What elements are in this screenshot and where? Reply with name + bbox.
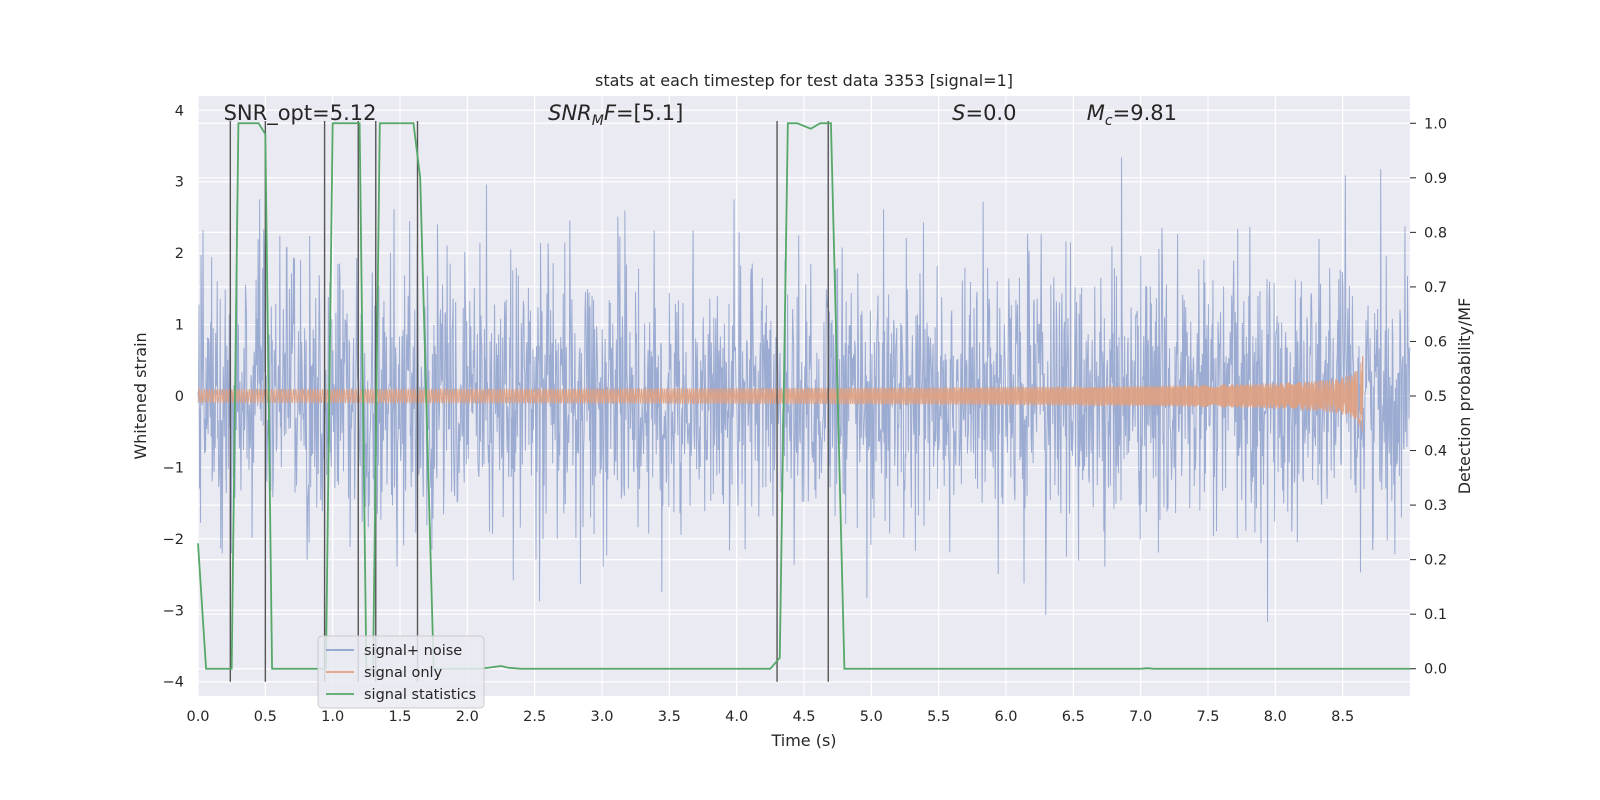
y2-tick-label: 0.4: [1424, 444, 1447, 460]
y-tick-label: −2: [163, 532, 184, 548]
y2-tick-label: 0.0: [1424, 662, 1447, 678]
x-tick-label: 8.0: [1264, 709, 1287, 725]
x-tick-label: 2.5: [523, 709, 546, 725]
x-tick-label: 5.5: [927, 709, 950, 725]
legend-label-signal-plus-noise: signal+ noise: [364, 643, 462, 659]
y-tick-label: 4: [175, 103, 184, 119]
y2-tick-label: 0.6: [1424, 334, 1447, 350]
y2-tick-label: 0.3: [1424, 498, 1447, 514]
x-tick-label: 5.0: [860, 709, 883, 725]
snr-mf-sub: M: [592, 113, 604, 129]
y2-tick-label: 1.0: [1424, 116, 1447, 132]
x-tick-label: 0.5: [254, 709, 277, 725]
y-tick-label: −1: [163, 460, 184, 476]
x-tick-label: 3.5: [658, 709, 681, 725]
annotation-snr-opt: SNR_opt=5.12: [224, 101, 377, 126]
y2-axis-ticks: 0.0 0.1 0.2 0.3 0.4 0.5 0.6 0.7 0.8 0.9 1.0: [1410, 116, 1447, 678]
legend-box: [317, 635, 485, 709]
y2-tick-label: 0.9: [1424, 171, 1447, 187]
y-tick-label: −3: [163, 603, 184, 619]
s-value: =0.0: [965, 101, 1016, 125]
legend: signal+ noise signal only signal statist…: [317, 635, 485, 709]
mc-symbol: M: [1087, 101, 1105, 125]
y-axis-ticks: −4 −3 −2 −1 0 1 2 3 4: [163, 103, 184, 690]
annotation-snr-mf: SNRMF=[5.1]: [548, 101, 683, 129]
x-tick-label: 0.0: [186, 709, 209, 725]
x-tick-label: 1.0: [321, 709, 344, 725]
plot-series: [197, 121, 1411, 682]
annotation-s: S=0.0: [952, 101, 1016, 125]
x-tick-label: 7.5: [1196, 709, 1219, 725]
annotation-mc: Mc=9.81: [1087, 101, 1177, 129]
snr-mf-suffix-f: F: [604, 101, 617, 125]
snr-mf-prefix: SNR: [548, 101, 592, 125]
x-tick-label: 8.5: [1331, 709, 1354, 725]
x-axis-ticks: 0.0 0.5 1.0 1.5 2.0 2.5 3.0 3.5 4.0 4.5 5.0 5.5 6.0 6…: [186, 709, 1354, 725]
x-tick-label: 3.0: [590, 709, 613, 725]
x-tick-label: 7.0: [1129, 709, 1152, 725]
mc-sub: c: [1105, 113, 1113, 129]
s-symbol: S: [952, 101, 965, 125]
x-axis-label: Time (s): [770, 731, 836, 750]
legend-label-signal-statistics: signal statistics: [364, 687, 476, 703]
y-tick-label: 1: [175, 318, 184, 334]
y2-tick-label: 0.1: [1424, 607, 1447, 623]
legend-label-signal-only: signal only: [364, 665, 443, 681]
mc-value: =9.81: [1113, 101, 1177, 125]
y-tick-label: 2: [175, 246, 184, 262]
y2-tick-label: 0.8: [1424, 225, 1447, 241]
x-tick-label: 6.0: [994, 709, 1017, 725]
chart-title: stats at each timestep for test data 335…: [595, 71, 1013, 90]
y2-axis-label: Detection probability/MF: [1455, 298, 1474, 495]
y-tick-label: 3: [175, 175, 184, 191]
x-tick-label: 4.5: [792, 709, 815, 725]
y-axis-label: Whitened strain: [131, 332, 150, 459]
y2-tick-label: 0.5: [1424, 389, 1447, 405]
x-tick-label: 4.0: [725, 709, 748, 725]
y2-tick-label: 0.2: [1424, 553, 1447, 569]
x-tick-label: 6.5: [1062, 709, 1085, 725]
snr-mf-suffix: =[5.1]: [616, 101, 683, 125]
y-tick-label: 0: [175, 389, 184, 405]
x-tick-label: 1.5: [388, 709, 411, 725]
y2-tick-label: 0.7: [1424, 280, 1447, 296]
series-line-signal-only: [197, 356, 1364, 432]
x-tick-label: 2.0: [456, 709, 479, 725]
series-line-signal-plus-noise: [197, 157, 1411, 622]
y-tick-label: −4: [163, 675, 184, 691]
